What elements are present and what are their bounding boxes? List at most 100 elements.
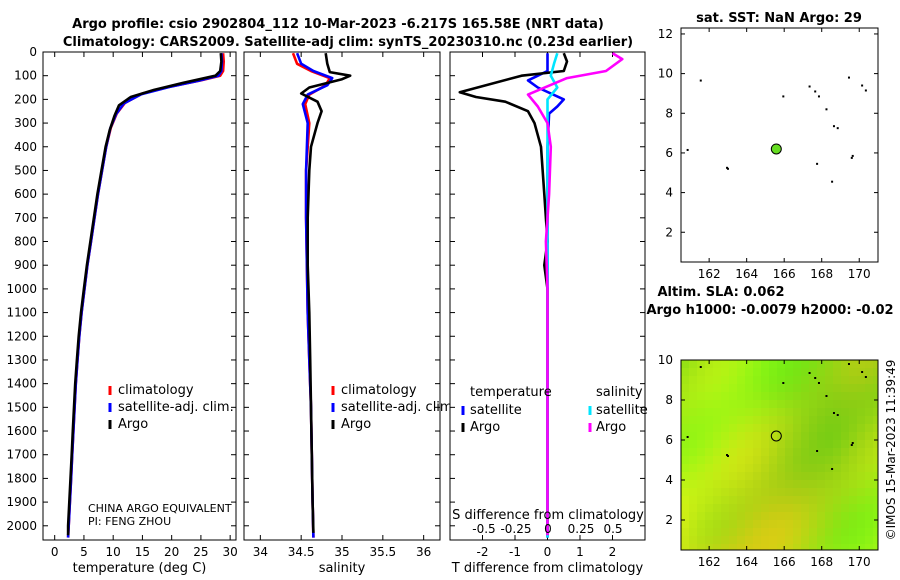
sla_map-cell	[833, 496, 841, 504]
sla_map-cell	[737, 456, 745, 464]
sla_map-cell	[849, 464, 857, 472]
sla_map-cell	[809, 488, 817, 496]
depth-tick-label: 1700	[6, 448, 37, 462]
sla_map-cell	[761, 472, 769, 480]
sla_map-cell	[833, 368, 841, 376]
sla_map-cell	[729, 360, 737, 368]
sla_map-cell	[753, 536, 761, 544]
sla_map-cell	[737, 440, 745, 448]
sla_map-cell	[801, 408, 809, 416]
sla_map-cell	[745, 392, 753, 400]
difference-xlabel: T difference from climatology	[451, 561, 644, 576]
sla_map-cell	[737, 416, 745, 424]
sla_map-cell	[857, 456, 865, 464]
sla_map-cell	[857, 544, 865, 550]
sla_map-cell	[817, 424, 825, 432]
sla_map-cell	[689, 472, 697, 480]
sla_map-cell	[777, 520, 785, 528]
sla_map-cell	[713, 544, 721, 550]
sst_map-island	[825, 108, 828, 111]
sla_map-cell	[785, 512, 793, 520]
credit-line2: PI: FENG ZHOU	[88, 515, 171, 528]
sst-map-panel: 162 164 166 168 170 2 4 6 8 10 12 sat. SST: NaN Arg…	[658, 11, 879, 281]
sla_map-cell	[737, 480, 745, 488]
sla_map-cell	[825, 392, 833, 400]
sla_map-cell	[737, 368, 745, 376]
sla_map-cell	[833, 504, 841, 512]
sla_map-cell	[793, 440, 801, 448]
sst_map-ytick-label: 6	[665, 146, 673, 160]
sla_map-cell	[841, 480, 849, 488]
sla_map-cell	[833, 512, 841, 520]
sla_map-cell	[769, 448, 777, 456]
sla_map-cell	[793, 360, 801, 368]
sla_map-cell	[681, 400, 689, 408]
sla_map-cell	[729, 504, 737, 512]
sla_map-cell	[713, 408, 721, 416]
sla_map-cell	[857, 464, 865, 472]
sla_map-cell	[793, 528, 801, 536]
sla_map-cell	[705, 408, 713, 416]
sla_map-island	[847, 363, 850, 365]
sla_map-cell	[697, 416, 705, 424]
legend-label: Argo	[470, 420, 500, 435]
sla_map-cell	[729, 424, 737, 432]
sla_map-cell	[753, 432, 761, 440]
sla_map-ytick-label: 6	[665, 433, 673, 447]
sla_map-cell	[809, 424, 817, 432]
sla_map-cell	[689, 448, 697, 456]
sla_map-cell	[793, 480, 801, 488]
sla_map-cell	[713, 512, 721, 520]
sla_map-cell	[841, 472, 849, 480]
sla_map-cell	[801, 376, 809, 384]
sla_map-cell	[841, 536, 849, 544]
sla_map-island	[832, 412, 835, 414]
sla_map-cell	[793, 384, 801, 392]
sla_map-cell	[793, 432, 801, 440]
sla_map-cell	[841, 384, 849, 392]
sla_map-cell	[745, 400, 753, 408]
sla_map-cell	[825, 360, 833, 368]
sla_map-cell	[809, 512, 817, 520]
sla_map-cell	[833, 480, 841, 488]
sla_map-cell	[729, 488, 737, 496]
sla_map-cell	[745, 536, 753, 544]
sla_map-cell	[849, 544, 857, 550]
sla_map-cell	[809, 384, 817, 392]
sla_map-cell	[721, 424, 729, 432]
sla_map-cell	[841, 432, 849, 440]
legend-label: climatology	[341, 383, 417, 398]
sla_map-cell	[705, 496, 713, 504]
sla_map-cell	[769, 456, 777, 464]
sla_map-cell	[785, 368, 793, 376]
sla_map-ytick-label: 2	[665, 513, 673, 527]
sla_map-cell	[817, 472, 825, 480]
sla_map-cell	[721, 360, 729, 368]
sla_map-cell	[849, 448, 857, 456]
sla_map-cell	[721, 456, 729, 464]
sla_map-cell	[689, 512, 697, 520]
depth-tick-label: 600	[14, 187, 37, 201]
sla_map-cell	[745, 448, 753, 456]
sla_map-cell	[713, 416, 721, 424]
sla_map-cell	[721, 448, 729, 456]
sla_map-cell	[761, 440, 769, 448]
sla_map-cell	[713, 360, 721, 368]
sst_map-ytick-label: 2	[665, 225, 673, 239]
sla_map-cell	[865, 408, 873, 416]
sla_map-cell	[761, 400, 769, 408]
sla_map-cell	[865, 528, 873, 536]
temperature-panel: 0100200300400500600700800900100011001200…	[6, 45, 237, 576]
sla_map-cell	[737, 376, 745, 384]
sst_map-island	[847, 76, 850, 79]
sla_map-cell	[785, 480, 793, 488]
sla_map-cell	[761, 424, 769, 432]
sla_map-cell	[769, 424, 777, 432]
sla_map-cell	[681, 456, 689, 464]
sla_map-cell	[705, 432, 713, 440]
sla_map-axes-frame	[680, 359, 879, 551]
sla_map-cell	[801, 544, 809, 550]
sla_map-cell	[737, 520, 745, 528]
sla_map-cell	[809, 376, 817, 384]
depth-tick-label: 300	[14, 116, 37, 130]
